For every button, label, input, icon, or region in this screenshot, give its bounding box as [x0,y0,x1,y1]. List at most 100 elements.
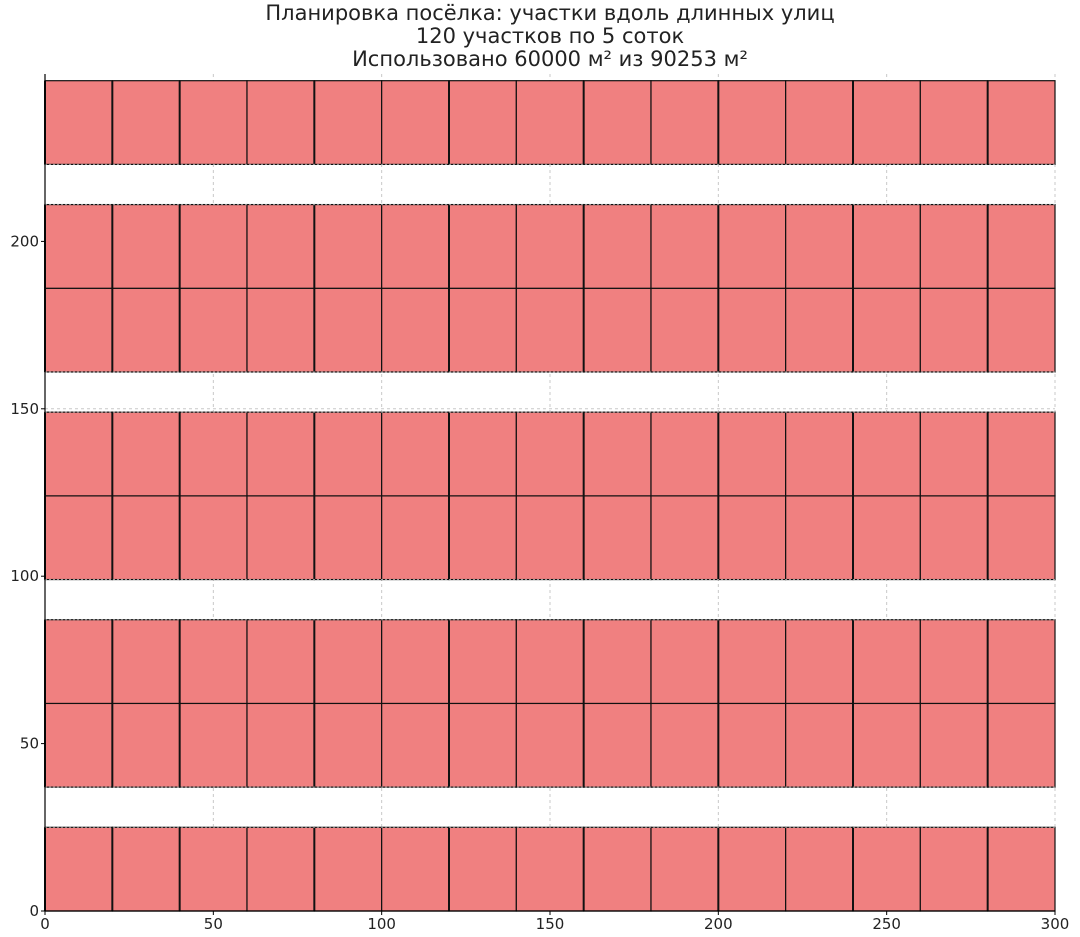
land-plot [179,619,248,705]
land-plot [313,203,383,289]
land-plot [448,619,517,705]
x-tick-label: 250 [872,915,901,933]
chart-subtitle-area: Использовано 60000 м² из 90253 м² [352,47,748,71]
land-plot [852,702,921,788]
tick-labels: 0 50 100 150 200 250 300 0 50 100 150 200 [10,232,1069,933]
land-plot [919,80,989,165]
land-plot [246,203,315,289]
land-plot [987,411,1056,497]
land-plot [381,287,450,373]
land-plot [313,702,383,788]
land-plot [448,702,517,788]
land-plot [717,80,787,165]
land-plot [852,287,921,373]
land-plot [179,287,248,373]
chart-title-block: Планировка посёлка: участки вдоль длинны… [0,2,1080,71]
land-plot [381,702,450,788]
land-plot [852,80,921,165]
chart-title: Планировка посёлка: участки вдоль длинны… [265,1,835,25]
land-plot [785,80,854,165]
land-plot [111,80,181,165]
land-plot [919,495,989,581]
land-plot [313,287,383,373]
land-plot [44,203,113,289]
land-plot [448,80,517,165]
land-plot [246,80,315,165]
land-plot [111,287,181,373]
land-plot [583,826,652,912]
land-plot [179,80,248,165]
land-plot [785,619,854,705]
land-plot [987,826,1056,912]
land-plot [650,287,719,373]
land-plot [987,80,1056,165]
land-plot [515,495,585,581]
land-plot [179,826,248,912]
x-tick-label: 200 [704,915,733,933]
land-plot [852,619,921,705]
land-plot [515,203,585,289]
land-plot [987,287,1056,373]
land-plot [246,619,315,705]
y-tick-label: 50 [20,735,39,753]
land-plot [111,411,181,497]
land-plot [785,411,854,497]
land-plot [650,619,719,705]
land-plot [381,411,450,497]
land-plot [919,619,989,705]
land-plot [919,826,989,912]
land-plot [246,287,315,373]
land-plot [448,411,517,497]
land-plot [785,495,854,581]
y-tick-label: 150 [10,400,39,418]
land-plot [448,203,517,289]
land-plot [515,702,585,788]
land-plot [179,203,248,289]
land-plot [381,826,450,912]
land-plot [650,80,719,165]
land-plot [313,619,383,705]
land-plot [717,702,787,788]
land-plot [650,411,719,497]
land-plot [717,287,787,373]
land-plot [44,287,113,373]
land-plot [246,495,315,581]
land-plot [785,287,854,373]
land-plot [313,826,383,912]
land-plot [313,495,383,581]
land-plot [852,826,921,912]
land-plot [785,702,854,788]
land-plot [583,203,652,289]
land-plot [785,203,854,289]
y-tick-label: 100 [10,567,39,585]
land-plot [515,411,585,497]
land-plot [246,411,315,497]
land-plot [919,287,989,373]
land-plot [717,203,787,289]
land-plot [785,826,854,912]
land-plot [919,702,989,788]
land-plot [987,495,1056,581]
land-plot [313,411,383,497]
land-plot [111,702,181,788]
land-plot [987,203,1056,289]
y-tick-label: 0 [29,902,39,920]
land-plot [381,619,450,705]
x-tick-label: 0 [40,915,50,933]
land-plot [717,619,787,705]
x-tick-label: 150 [536,915,565,933]
land-plot [650,702,719,788]
land-plot [987,619,1056,705]
land-plot [44,619,113,705]
land-plot [111,826,181,912]
x-tick-label: 300 [1041,915,1070,933]
land-plot [583,495,652,581]
land-plot [650,495,719,581]
land-plot [179,702,248,788]
x-tick-label: 50 [204,915,223,933]
land-plot [515,619,585,705]
land-plot [246,826,315,912]
land-plot [111,203,181,289]
land-plot [717,411,787,497]
